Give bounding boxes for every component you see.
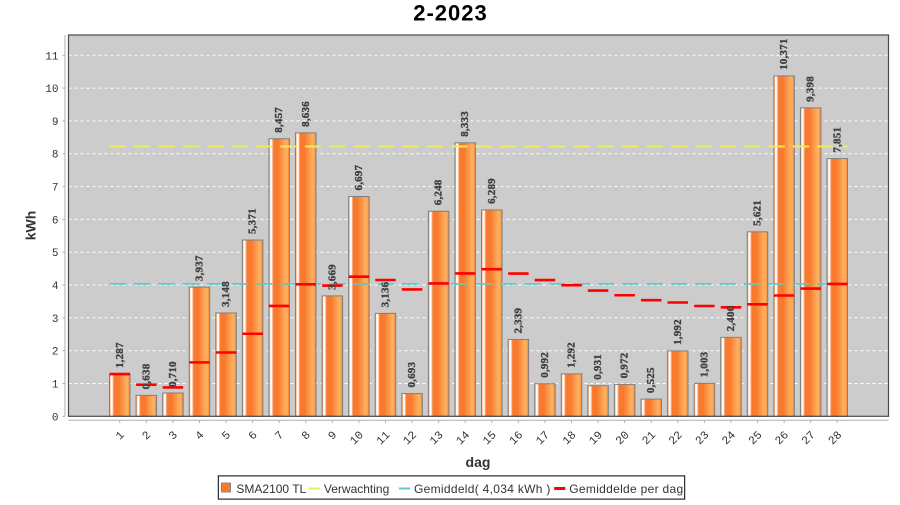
svg-text:8,333: 8,333 — [459, 111, 471, 137]
svg-text:3,148: 3,148 — [220, 281, 232, 307]
svg-text:7: 7 — [52, 183, 59, 195]
svg-text:1,992: 1,992 — [672, 319, 684, 345]
svg-text:0,693: 0,693 — [406, 362, 418, 388]
svg-text:2-2023: 2-2023 — [413, 1, 488, 26]
svg-text:8: 8 — [52, 150, 59, 162]
svg-text:1,287: 1,287 — [114, 342, 126, 368]
svg-text:11: 11 — [45, 51, 59, 63]
svg-text:1,292: 1,292 — [566, 342, 578, 368]
svg-text:9: 9 — [52, 117, 59, 129]
svg-text:7,851: 7,851 — [831, 127, 843, 153]
svg-text:1,003: 1,003 — [698, 351, 710, 377]
svg-text:3,136: 3,136 — [379, 281, 391, 307]
svg-text:3,669: 3,669 — [326, 264, 338, 290]
svg-text:8,457: 8,457 — [273, 107, 285, 133]
svg-text:0,931: 0,931 — [592, 354, 604, 380]
svg-text:Gemiddeld( 4,034 kWh ): Gemiddeld( 4,034 kWh ) — [414, 482, 551, 496]
svg-text:SMA2100 TL: SMA2100 TL — [236, 482, 306, 496]
svg-text:10,371: 10,371 — [778, 38, 790, 69]
svg-text:dag: dag — [466, 454, 491, 470]
svg-text:9,398: 9,398 — [805, 76, 817, 102]
svg-text:5,371: 5,371 — [247, 208, 259, 234]
svg-text:3,937: 3,937 — [193, 255, 205, 281]
svg-text:0,972: 0,972 — [619, 352, 631, 378]
svg-text:5,621: 5,621 — [752, 200, 764, 226]
svg-text:3: 3 — [52, 314, 59, 326]
svg-text:8,636: 8,636 — [300, 101, 312, 127]
svg-text:6,248: 6,248 — [433, 179, 445, 205]
svg-text:Gemiddelde per dag: Gemiddelde per dag — [569, 482, 683, 496]
svg-text:Verwachting: Verwachting — [324, 482, 389, 496]
svg-text:6,697: 6,697 — [353, 164, 365, 190]
svg-text:6,289: 6,289 — [486, 178, 498, 204]
svg-text:0,525: 0,525 — [645, 367, 657, 393]
svg-text:10: 10 — [45, 84, 58, 96]
svg-text:1: 1 — [52, 380, 59, 392]
svg-text:0,710: 0,710 — [167, 361, 179, 387]
svg-text:0,638: 0,638 — [140, 363, 152, 389]
svg-text:2: 2 — [52, 347, 59, 359]
svg-text:6: 6 — [52, 215, 59, 227]
svg-text:2,406: 2,406 — [725, 305, 737, 331]
svg-text:kWh: kWh — [23, 211, 39, 241]
svg-text:2,339: 2,339 — [512, 307, 524, 333]
svg-text:5: 5 — [52, 248, 59, 260]
svg-text:0,992: 0,992 — [539, 352, 551, 378]
svg-text:4: 4 — [52, 281, 59, 293]
svg-text:0: 0 — [52, 412, 59, 424]
